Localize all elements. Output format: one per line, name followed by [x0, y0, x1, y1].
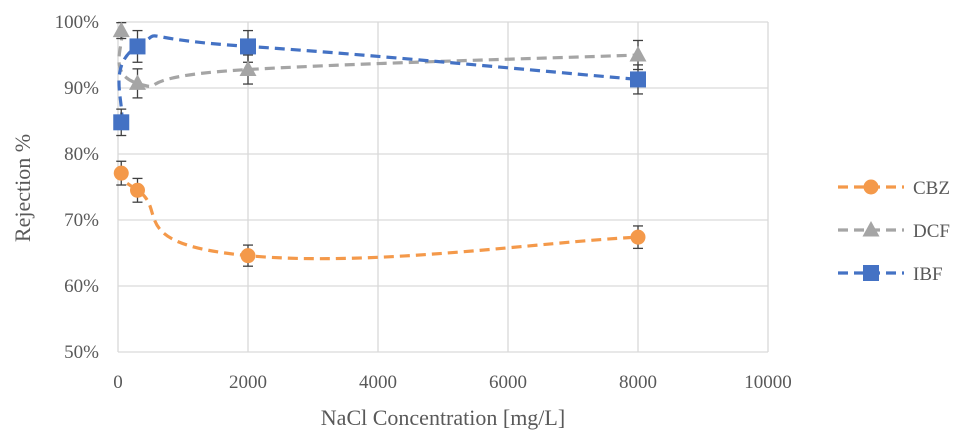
y-axis-title: Rejection %	[10, 134, 35, 242]
series-lines	[117, 30, 639, 261]
legend-label-ibf: IBF	[913, 264, 943, 285]
data-point-cbz	[130, 182, 145, 198]
x-tick-label: 4000	[359, 372, 397, 393]
legend-marker-cbz	[863, 179, 879, 195]
error-bars	[116, 22, 643, 267]
x-tick-label: 0	[113, 372, 123, 393]
x-tick-label: 8000	[619, 372, 657, 393]
y-axis-ticks: 50% 60% 70% 80% 90% 100%	[55, 12, 100, 363]
data-point-dcf	[112, 21, 130, 38]
y-tick-label: 80%	[64, 144, 99, 165]
data-point-ibf	[113, 114, 130, 131]
legend-marker-dcf	[862, 221, 880, 237]
grid-lines	[117, 21, 769, 353]
data-markers	[112, 21, 647, 264]
y-tick-label: 90%	[64, 78, 99, 99]
legend: CBZ DCF IBF	[838, 178, 950, 285]
x-tick-label: 6000	[489, 372, 527, 393]
x-tick-label: 2000	[229, 372, 267, 393]
data-point-dcf	[239, 60, 257, 77]
x-axis-title: NaCl Concentration [mg/L]	[321, 405, 565, 430]
x-tick-label: 10000	[744, 372, 792, 393]
y-tick-label: 70%	[64, 210, 99, 231]
legend-label-dcf: DCF	[913, 221, 950, 242]
legend-marker-ibf	[863, 265, 879, 281]
data-point-cbz	[240, 248, 256, 264]
data-point-cbz	[113, 165, 129, 181]
data-point-dcf	[129, 74, 146, 90]
y-tick-label: 100%	[55, 12, 100, 33]
data-point-ibf	[630, 71, 646, 88]
y-tick-label: 50%	[64, 342, 99, 363]
x-axis-ticks: 0 2000 4000 6000 8000 10000	[113, 372, 792, 393]
data-point-ibf	[240, 38, 256, 55]
data-point-ibf	[129, 38, 146, 55]
y-tick-label: 60%	[64, 276, 99, 297]
legend-label-cbz: CBZ	[913, 178, 950, 199]
series-line-ibf	[117, 34, 639, 123]
data-point-dcf	[629, 46, 647, 62]
data-point-cbz	[630, 229, 646, 245]
